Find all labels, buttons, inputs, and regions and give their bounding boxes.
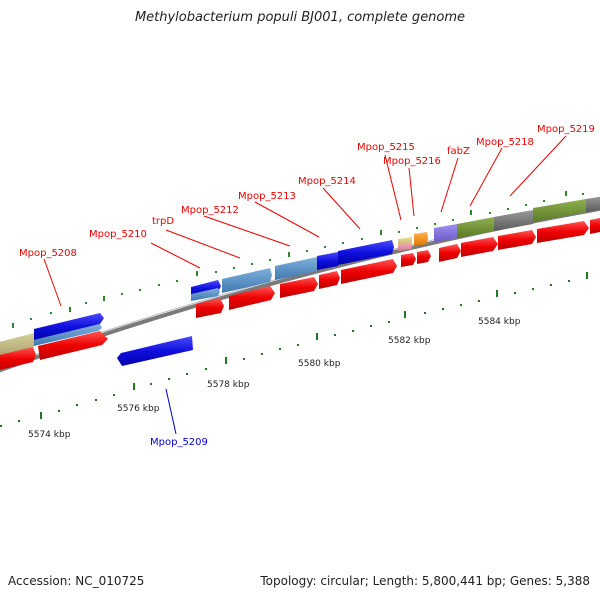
leader-line (509, 135, 567, 197)
gene-label-mpop-5212[interactable]: Mpop_5212 (181, 205, 239, 216)
feature-pink-5215[interactable] (398, 243, 412, 251)
leader-line (150, 242, 201, 269)
leader-line (440, 157, 459, 213)
feature-purple-fabZ[interactable] (434, 224, 457, 242)
feature-steel-trpD[interactable] (222, 268, 272, 293)
leader-line (408, 167, 415, 217)
cds-arrow[interactable] (196, 298, 224, 318)
tick-label: 5584 kbp (478, 317, 521, 327)
leader-line (322, 187, 361, 230)
feature-steel-5208[interactable] (34, 324, 102, 346)
cds-forward-track (0, 217, 600, 371)
accession-text: Accession: NC_010725 (8, 574, 145, 588)
feature-track-cog (0, 196, 600, 357)
gene-label-fabZ[interactable]: fabZ (447, 146, 470, 157)
cds-arrow[interactable] (341, 259, 397, 284)
cds-arrow[interactable] (498, 230, 536, 250)
gene-label-mpop-5215[interactable]: Mpop_5215 (357, 142, 415, 153)
feature-steel-5213[interactable] (275, 257, 317, 280)
gene-label-mpop-5210[interactable]: Mpop_5210 (89, 229, 147, 240)
gene-label-mpop-5208[interactable]: Mpop_5208 (19, 248, 77, 259)
cds-arrow[interactable] (319, 271, 340, 289)
gene-label-mpop-5216[interactable]: Mpop_5216 (383, 156, 441, 167)
feature-steel-5210[interactable] (191, 288, 220, 301)
leader-line (254, 201, 320, 238)
cds-arrow[interactable] (229, 286, 275, 310)
tick-label: 5576 kbp (117, 404, 160, 414)
leader-line (384, 154, 402, 221)
leader-line (165, 388, 177, 435)
cds-arrow[interactable] (461, 237, 498, 257)
gene-label-mpop-5219[interactable]: Mpop_5219 (537, 124, 595, 135)
gene-label-mpop-5218[interactable]: Mpop_5218 (476, 137, 534, 148)
map-title: Methylobacterium populi BJ001, complete … (134, 10, 466, 25)
feature-blue-5214[interactable] (338, 240, 394, 265)
gene-label-mpop-5213[interactable]: Mpop_5213 (238, 191, 296, 202)
feature-olive-5219[interactable] (533, 199, 586, 222)
feature-orange-5216[interactable] (414, 232, 428, 246)
leader-line (43, 258, 62, 307)
feature-gray-right[interactable] (586, 196, 600, 212)
cds-arrow[interactable] (0, 347, 36, 371)
cds-arrow[interactable] (537, 221, 589, 243)
cds-arrow[interactable] (439, 244, 461, 262)
feature-tan-5215[interactable] (398, 237, 412, 245)
feature-blue-5208[interactable] (34, 313, 104, 340)
tick-label: 5580 kbp (298, 359, 341, 369)
cds-arrow[interactable] (590, 217, 600, 234)
cds-arrow[interactable] (280, 277, 318, 298)
gene-label-trpD[interactable]: trpD (152, 216, 174, 227)
cds-arrow[interactable] (38, 331, 108, 360)
ruler-track (0, 272, 588, 427)
cds-arrow[interactable] (417, 250, 431, 264)
gene-label-mpop-5214[interactable]: Mpop_5214 (298, 176, 356, 187)
cds-arrow[interactable] (401, 253, 416, 267)
genome-summary-text: Topology: circular; Length: 5,800,441 bp… (260, 574, 590, 588)
tick-label: 5578 kbp (207, 380, 250, 390)
feature-blue-5213[interactable] (317, 252, 338, 270)
gene-label-mpop-5209[interactable]: Mpop_5209 (150, 437, 208, 448)
gene-labels: Mpop_5208 Mpop_5209 Mpop_5210 trpD Mpop_… (19, 124, 595, 448)
tick-label: 5582 kbp (388, 336, 431, 346)
cds-arrow-reverse-5209[interactable] (117, 336, 193, 366)
leader-line (165, 229, 241, 259)
feature-gray-5218[interactable] (494, 210, 533, 231)
outer-dot-track (12, 191, 584, 328)
label-leader-lines (43, 135, 567, 435)
feature-khaki-left[interactable] (0, 333, 34, 357)
feature-olive-5218[interactable] (457, 217, 494, 238)
leader-line (469, 147, 503, 207)
tick-label: 5574 kbp (28, 430, 71, 440)
leader-line (203, 215, 291, 247)
